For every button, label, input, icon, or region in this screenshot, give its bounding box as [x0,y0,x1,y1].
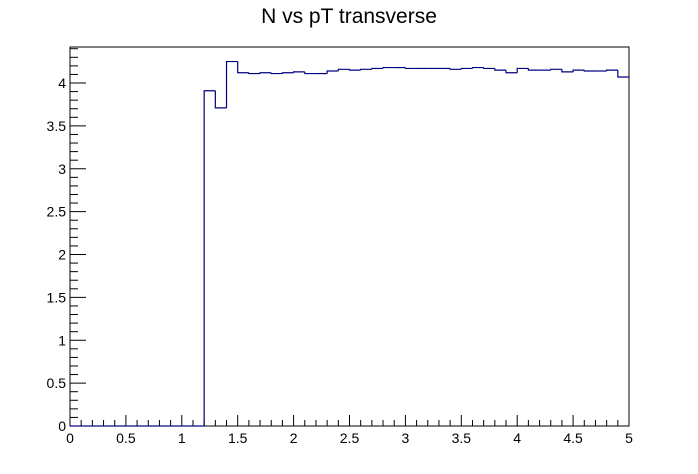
histogram-bin [259,72,272,74]
histogram-bin [203,90,216,426]
histogram-bins [70,60,629,427]
histogram-bin [293,71,305,73]
histogram-bin [505,70,518,74]
x-tick-label: 0.5 [116,430,136,446]
histogram-bin [348,69,361,71]
y-tick-label: 1.5 [47,289,67,305]
histogram-bin [606,69,618,72]
x-tick-label: 1.5 [228,430,248,446]
histogram-bin [248,72,261,75]
histogram-bin [270,72,283,75]
histogram-bin [225,60,238,108]
y-axis-ticks [70,48,86,427]
histogram-bin [449,68,462,70]
y-tick-label: 2 [58,247,66,263]
y-tick-label: 2.5 [47,204,67,220]
histogram-bin [214,90,227,109]
histogram-bin [583,70,596,72]
histogram-bin [471,66,484,69]
y-tick-label: 1 [58,332,66,348]
x-tick-label: 3 [402,430,410,446]
histogram-bin [337,68,350,72]
x-tick-label: 5 [625,430,633,446]
chart-title: N vs pT transverse [261,5,437,28]
y-tick-label: 3 [58,161,66,177]
x-tick-label: 4 [513,430,521,446]
histogram-bin [550,68,562,71]
histogram-bin [326,70,339,74]
histogram-bin [561,69,574,73]
y-axis-tick-labels: 0 0.5 1 1.5 2 2.5 3 3.5 4 [47,75,67,434]
x-tick-label: 2.5 [340,430,360,446]
histogram-bin [360,68,372,71]
histogram-bin [494,68,507,71]
histogram-bin [382,66,395,69]
x-tick-label: 4.5 [563,430,583,446]
histogram-bin [483,67,495,70]
histogram-bin [572,69,585,72]
histogram-bin [371,67,384,70]
histogram-bin [516,67,529,73]
plot-frame [69,46,630,427]
y-tick-label: 0 [58,418,66,434]
histogram-bin [237,61,249,74]
histogram-bin [304,71,316,75]
x-tick-label: 1 [178,430,186,446]
x-axis-ticks [69,415,630,426]
histogram-bin [617,70,629,78]
histogram-bin [527,68,540,71]
y-tick-label: 3.5 [47,118,67,134]
histogram-bin [404,67,417,70]
x-tick-label: 2 [290,430,298,446]
histogram-bin [460,67,473,70]
plot-area [69,46,630,427]
x-axis-tick-labels: 0 0.5 1 1.5 2 2.5 3 3.5 4 4.5 5 [66,430,633,446]
x-tick-label: 3.5 [452,430,472,446]
y-tick-label: 4 [58,75,66,91]
y-tick-label: 0.5 [47,375,67,391]
histogram-bin [281,72,294,74]
x-tick-label: 0 [66,430,74,446]
